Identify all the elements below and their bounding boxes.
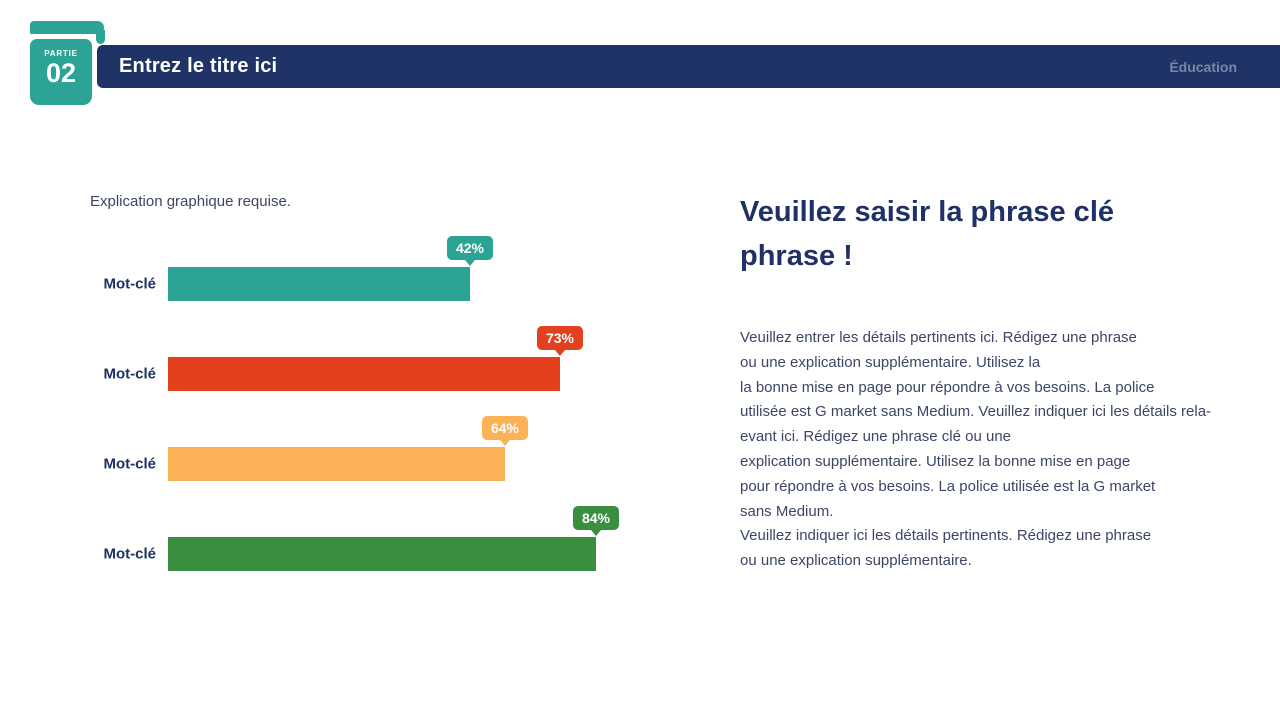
part-number: 02 <box>45 58 77 88</box>
bar <box>168 537 596 571</box>
header-tag: Éducation <box>1169 58 1237 75</box>
bar <box>168 267 470 301</box>
value-badge: 42% <box>446 236 494 266</box>
bar-label: Mot-clé <box>103 275 157 293</box>
bar-label: Mot-clé <box>103 545 157 563</box>
value-label: 42% <box>455 240 485 256</box>
header-title: Entrez le titre ici <box>119 55 278 77</box>
badge-notch <box>591 530 601 536</box>
header-bar: Entrez le titre ici Éducation <box>97 45 1280 88</box>
bar-label: Mot-clé <box>103 365 157 383</box>
book-band <box>30 21 104 34</box>
badge-notch <box>465 260 475 266</box>
bar <box>168 447 505 481</box>
value-label: 73% <box>545 330 575 346</box>
badge-notch <box>500 440 510 446</box>
value-label: 84% <box>581 510 611 526</box>
value-badge: 64% <box>481 416 529 446</box>
chart-caption: Explication graphique requise. <box>90 193 291 210</box>
part-label: PARTIE <box>44 49 78 58</box>
bar-row: Mot-clé 64% <box>60 416 720 481</box>
badge-notch <box>555 350 565 356</box>
value-label: 64% <box>490 420 520 436</box>
value-badge: 84% <box>572 506 620 536</box>
bar-row: Mot-clé 42% <box>60 236 720 301</box>
bar <box>168 357 560 391</box>
book-page-curl <box>96 30 105 44</box>
book-cover: PARTIE 02 <box>30 39 92 105</box>
book-icon: PARTIE 02 <box>30 21 108 107</box>
key-phrase-heading: Veuillez saisir la phrase clé phrase ! <box>740 196 1114 272</box>
bar-row: Mot-clé 84% <box>60 506 720 571</box>
bar-row: Mot-clé 73% <box>60 326 720 391</box>
value-badge: 73% <box>536 326 584 356</box>
bar-label: Mot-clé <box>103 455 157 473</box>
body-paragraph: Veuillez entrer les détails pertinents i… <box>740 329 1212 570</box>
